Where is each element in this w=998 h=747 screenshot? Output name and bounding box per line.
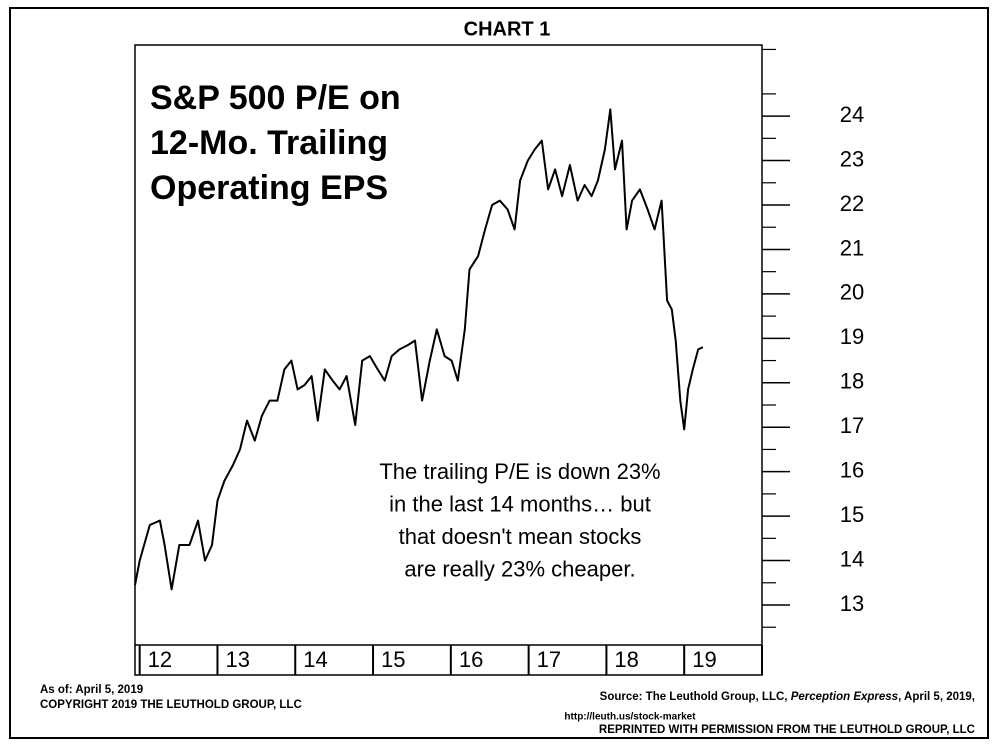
series-line — [134, 108, 704, 591]
x-tick-label: 16 — [459, 647, 483, 672]
chart-title: 12-Mo. Trailing — [150, 124, 388, 162]
y-tick-label: 22 — [840, 191, 864, 216]
source-date: , April 5, 2019, — [898, 691, 975, 703]
y-tick-label: 18 — [840, 369, 864, 394]
y-tick-label: 20 — [840, 280, 864, 305]
as-of: As of: April 5, 2019 — [40, 684, 143, 696]
annotation: in the last 14 months… but — [389, 491, 651, 516]
y-tick-label: 23 — [840, 146, 864, 171]
reprinted: REPRINTED WITH PERMISSION FROM THE LEUTH… — [599, 724, 975, 736]
x-tick-label: 18 — [614, 647, 638, 672]
chart-title: S&P 500 P/E on — [150, 79, 401, 117]
y-tick-label: 21 — [840, 235, 864, 260]
source-text: Source: The Leuthold Group, LLC, — [600, 691, 791, 703]
x-tick-label: 17 — [537, 647, 561, 672]
y-tick-label: 24 — [840, 102, 864, 127]
chart-title: Operating EPS — [150, 169, 388, 207]
x-tick-label: 15 — [381, 647, 405, 672]
x-tick-label: 12 — [148, 647, 172, 672]
y-tick-label: 15 — [840, 502, 864, 527]
y-tick-label: 13 — [840, 591, 864, 616]
outer-border — [9, 7, 989, 739]
x-tick-label: 14 — [303, 647, 327, 672]
annotation: are really 23% cheaper. — [404, 556, 635, 581]
annotation: The trailing P/E is down 23% — [379, 459, 660, 484]
source-publication: Perception Express — [791, 691, 898, 703]
x-tick-label: 19 — [692, 647, 716, 672]
header: CHART 1 — [464, 18, 551, 40]
y-tick-label: 19 — [840, 324, 864, 349]
annotation: that doesn't mean stocks — [399, 524, 642, 549]
copyright: COPYRIGHT 2019 THE LEUTHOLD GROUP, LLC — [40, 699, 302, 711]
y-tick-label: 17 — [840, 413, 864, 438]
url: http://leuth.us/stock-market — [564, 712, 696, 723]
x-tick-label: 13 — [225, 647, 249, 672]
source: Source: The Leuthold Group, LLC, Percept… — [600, 691, 975, 703]
y-tick-label: 14 — [840, 546, 864, 571]
y-tick-label: 16 — [840, 457, 864, 482]
